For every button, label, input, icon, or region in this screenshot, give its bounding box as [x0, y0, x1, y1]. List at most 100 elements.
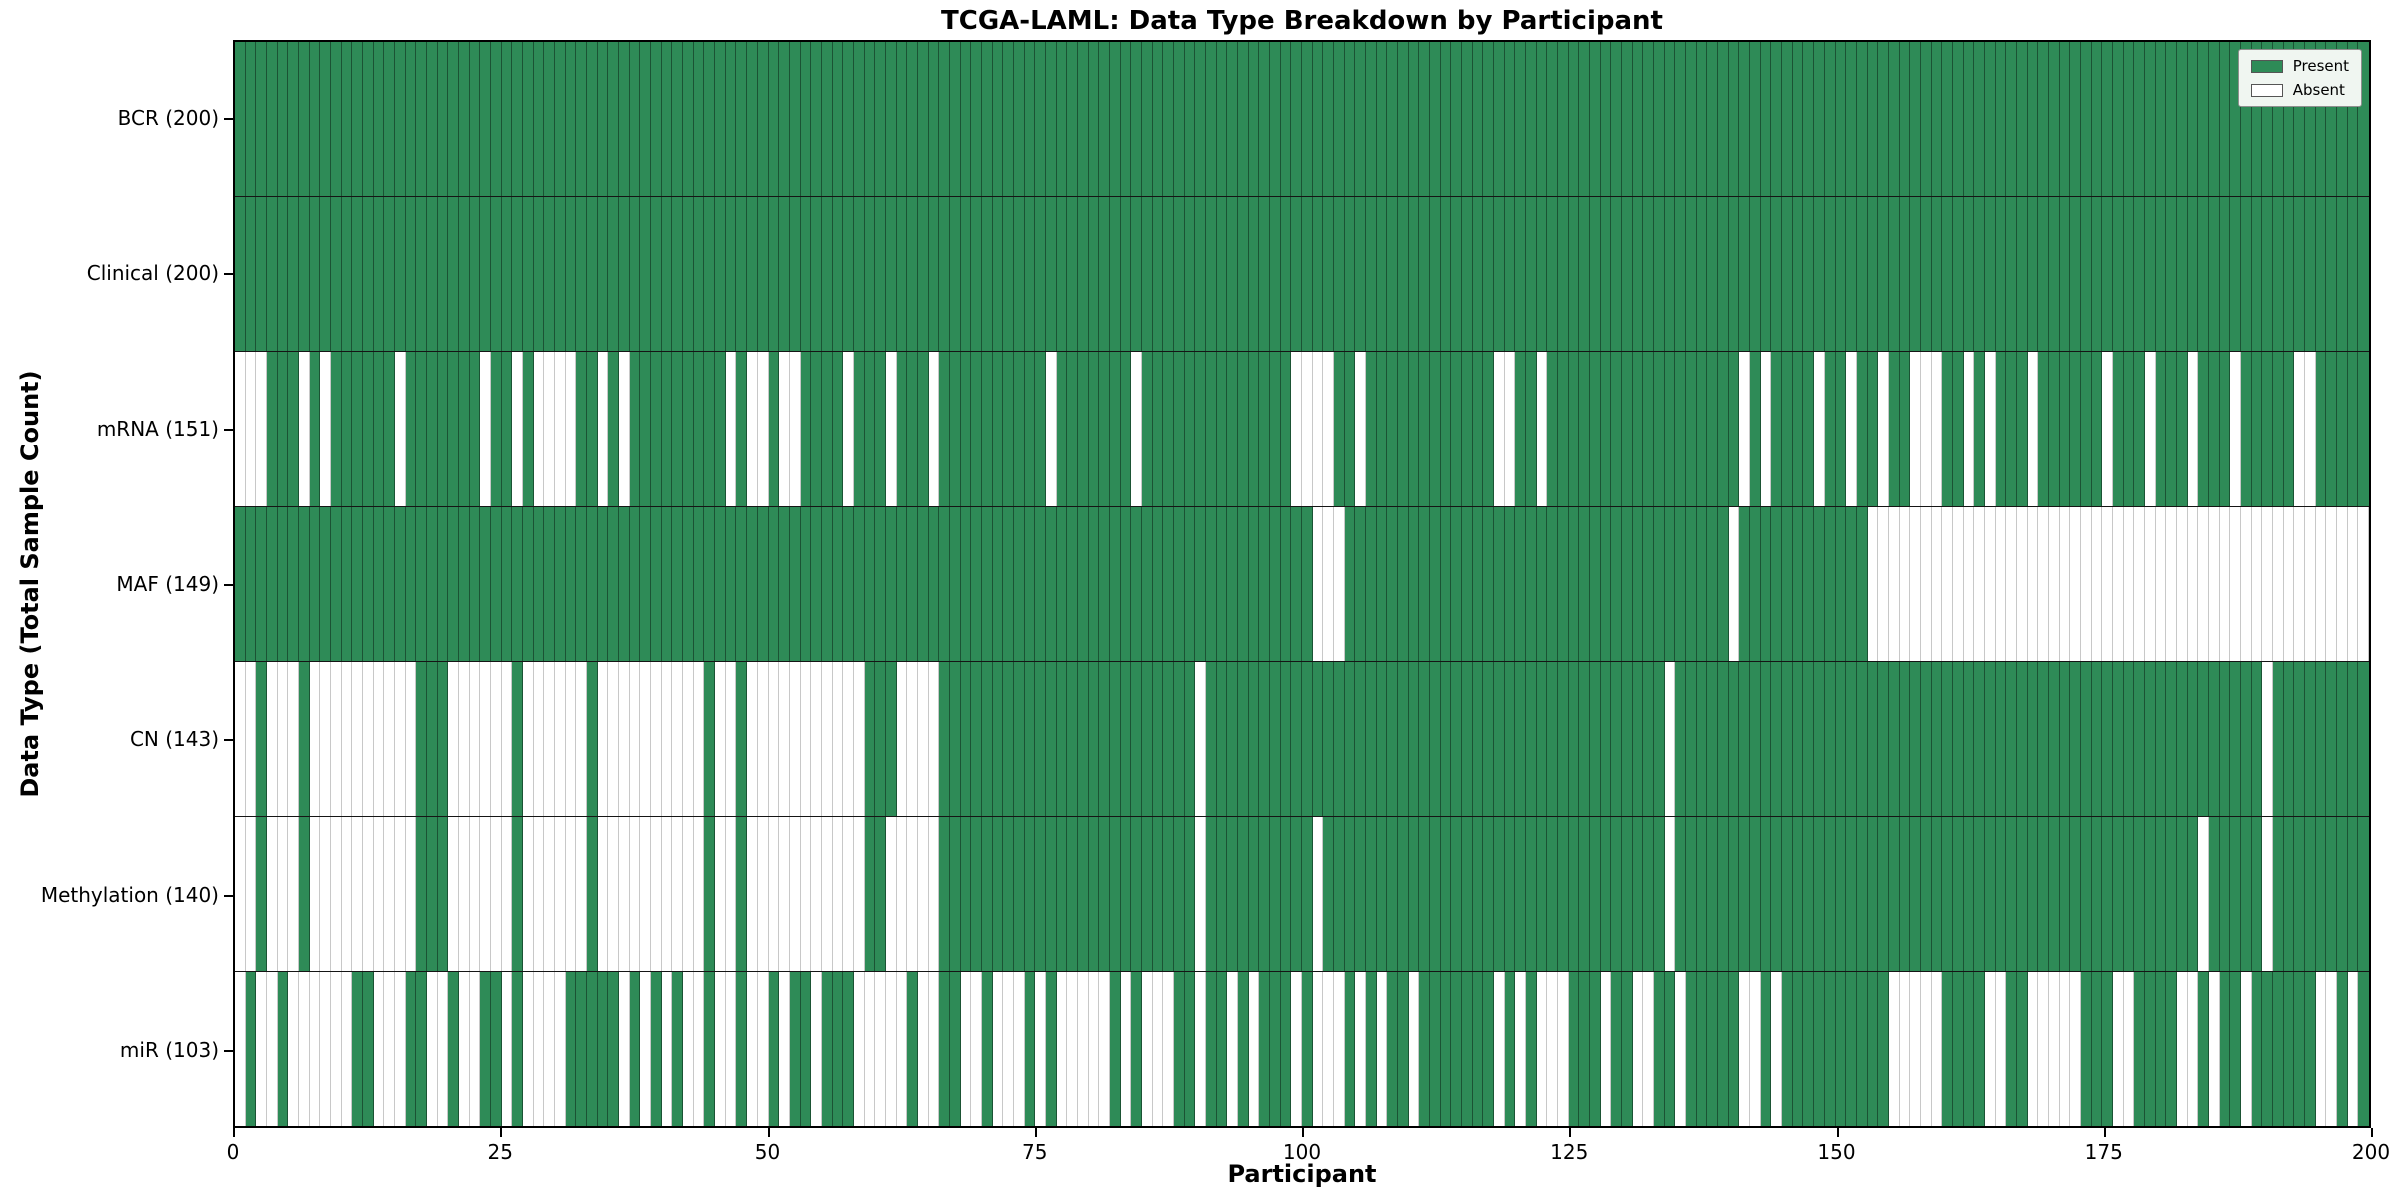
heatmap-cell	[533, 352, 545, 506]
heatmap-cell	[1077, 662, 1089, 816]
heatmap-cell	[2027, 662, 2039, 816]
heatmap-cell	[587, 352, 598, 506]
heatmap-cell	[1248, 817, 1260, 971]
x-tick-label: 0	[226, 1140, 240, 1164]
heatmap-cell	[1387, 662, 1399, 816]
heatmap-cell	[907, 507, 918, 661]
heatmap-cell	[1269, 42, 1281, 196]
heatmap-cell	[1515, 507, 1527, 661]
heatmap-cell	[1686, 662, 1697, 816]
heatmap-cell	[1590, 662, 1601, 816]
heatmap-cell	[651, 507, 662, 661]
heatmap-cell	[1974, 817, 1985, 971]
heatmap-cell	[469, 972, 481, 1126]
heatmap-cell	[1120, 42, 1132, 196]
heatmap-cell	[1750, 507, 1761, 661]
heatmap-cell	[1408, 352, 1420, 506]
heatmap-cell	[1483, 817, 1495, 971]
heatmap-cell	[683, 817, 694, 971]
heatmap-cell	[1408, 197, 1420, 351]
heatmap-cell	[1109, 507, 1121, 661]
heatmap-cell	[1291, 352, 1302, 506]
x-tick-mark	[500, 1128, 503, 1137]
heatmap-cell	[427, 972, 438, 1126]
heatmap-cell	[597, 42, 609, 196]
heatmap-cell	[928, 662, 940, 816]
heatmap-cell	[1344, 972, 1356, 1126]
heatmap-cell	[1899, 352, 1911, 506]
heatmap-cell	[1547, 972, 1559, 1126]
heatmap-cell	[1195, 662, 1206, 816]
heatmap-cell	[981, 197, 993, 351]
heatmap-cell	[1067, 972, 1078, 1126]
heatmap-cell	[1163, 507, 1174, 661]
heatmap-cell	[1675, 42, 1687, 196]
heatmap-cell	[1718, 817, 1729, 971]
heatmap-cell	[427, 507, 438, 661]
heatmap-row-miR	[235, 972, 2369, 1126]
heatmap-cell	[2315, 972, 2327, 1126]
heatmap-cell	[267, 197, 278, 351]
heatmap-cell	[715, 197, 726, 351]
heatmap-cell	[1302, 352, 1313, 506]
heatmap-cell	[277, 662, 289, 816]
x-tick-label: 150	[1817, 1140, 1856, 1164]
heatmap-cell	[1398, 972, 1409, 1126]
heatmap-cell	[1867, 197, 1879, 351]
heatmap-cell	[1302, 817, 1313, 971]
heatmap-cell	[2326, 972, 2337, 1126]
heatmap-cell	[1878, 817, 1889, 971]
heatmap-cell	[1259, 817, 1270, 971]
heatmap-cell	[256, 197, 267, 351]
heatmap-cell	[1216, 42, 1228, 196]
heatmap-cell	[1547, 507, 1559, 661]
heatmap-cell	[1227, 42, 1238, 196]
heatmap-cell	[1398, 42, 1409, 196]
heatmap-cell	[1622, 197, 1633, 351]
heatmap-cell	[235, 507, 246, 661]
heatmap-cell	[1846, 352, 1857, 506]
heatmap-cell	[875, 42, 886, 196]
heatmap-cell	[1184, 972, 1196, 1126]
heatmap-cell	[779, 507, 790, 661]
heatmap-cell	[1152, 42, 1164, 196]
heatmap-cell	[469, 817, 481, 971]
heatmap-cell	[1910, 662, 1921, 816]
heatmap-cell	[2230, 507, 2241, 661]
heatmap-cell	[704, 42, 716, 196]
heatmap-cell	[523, 972, 534, 1126]
heatmap-cell	[384, 42, 396, 196]
heatmap-cell	[2091, 662, 2103, 816]
heatmap-cell	[235, 972, 246, 1126]
heatmap-cell	[1707, 197, 1719, 351]
heatmap-cell	[1419, 352, 1431, 506]
heatmap-cell	[1237, 662, 1249, 816]
heatmap-cell	[1504, 352, 1516, 506]
heatmap-cell	[2240, 972, 2252, 1126]
heatmap-cell	[693, 817, 705, 971]
heatmap-cell	[917, 42, 929, 196]
heatmap-cell	[1728, 662, 1740, 816]
y-tick-label: Clinical (200)	[86, 261, 219, 286]
heatmap-cell	[1419, 507, 1431, 661]
heatmap-cell	[1579, 42, 1591, 196]
heatmap-cell	[1952, 817, 1964, 971]
heatmap-cell	[1718, 972, 1729, 1126]
heatmap-cell	[693, 972, 705, 1126]
heatmap-cell	[1280, 662, 1292, 816]
heatmap-cell	[576, 507, 588, 661]
heatmap-cell	[1387, 817, 1399, 971]
heatmap-cell	[853, 662, 865, 816]
heatmap-cell	[1856, 507, 1868, 661]
heatmap-cell	[640, 507, 652, 661]
heatmap-cell	[960, 507, 972, 661]
heatmap-cell	[288, 197, 300, 351]
heatmap-cell	[416, 817, 428, 971]
heatmap-cell	[640, 42, 652, 196]
heatmap-cell	[1814, 972, 1825, 1126]
heatmap-cell	[1632, 42, 1644, 196]
heatmap-cell	[779, 42, 790, 196]
heatmap-cell	[1760, 662, 1772, 816]
heatmap-cell	[2208, 507, 2220, 661]
heatmap-cell	[1440, 42, 1452, 196]
